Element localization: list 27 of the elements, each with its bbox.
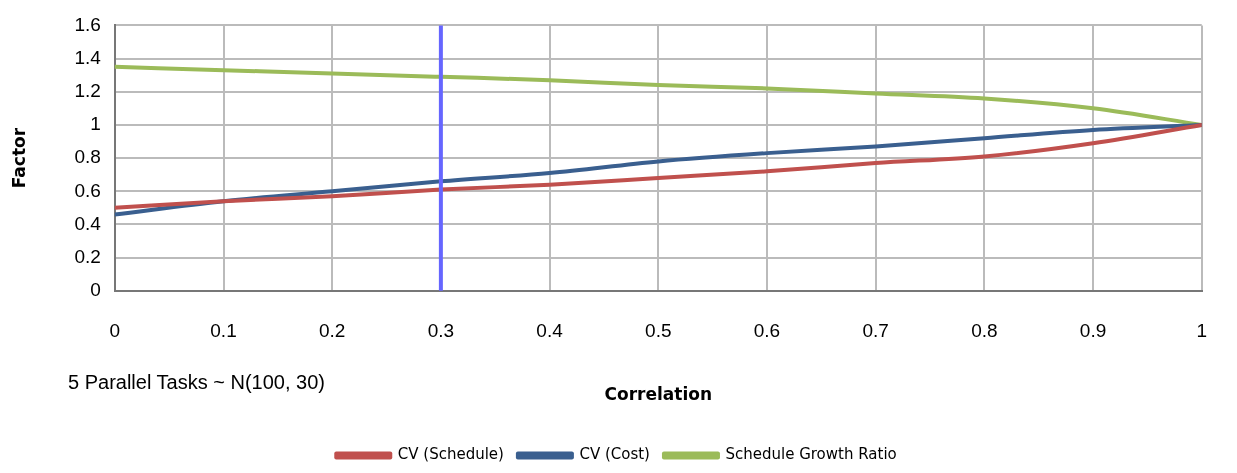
y-tick-label: 1 bbox=[90, 113, 101, 135]
legend-label: CV (Schedule) bbox=[397, 445, 504, 464]
y-axis-title: Factor bbox=[8, 127, 29, 189]
y-tick-label: 0.8 bbox=[74, 146, 101, 168]
x-tick-label: 0.1 bbox=[210, 320, 237, 342]
x-tick-label: 0.3 bbox=[427, 320, 455, 342]
x-tick-label: 0.8 bbox=[971, 320, 998, 342]
y-tick-label: 0.4 bbox=[74, 212, 102, 234]
y-tick-label: 1.2 bbox=[74, 79, 101, 101]
x-tick-label: 0.6 bbox=[753, 320, 781, 342]
x-tick-label: 0.5 bbox=[645, 320, 672, 342]
line-series bbox=[114, 64, 1202, 127]
legend-label: Schedule Growth Ratio bbox=[725, 445, 897, 464]
x-tick-label: 0.7 bbox=[862, 320, 889, 342]
x-tick-label: 0 bbox=[109, 320, 121, 342]
y-tick-label: 0.2 bbox=[74, 245, 101, 267]
y-tick-label: 0 bbox=[90, 279, 101, 301]
x-tick-label: 0.2 bbox=[318, 320, 346, 342]
y-tick-label: 1.6 bbox=[74, 13, 101, 35]
x-tick-label: 0.4 bbox=[536, 320, 564, 342]
x-tick-label: 0.9 bbox=[1079, 320, 1107, 342]
y-tick-label: 1.4 bbox=[74, 46, 102, 68]
x-tick-label: 1 bbox=[1196, 320, 1208, 342]
x-axis-title: Correlation bbox=[604, 384, 713, 405]
text: 5 Parallel Tasks ~ N(100, 30) bbox=[68, 370, 325, 393]
legend-label: CV (Cost) bbox=[579, 445, 650, 464]
y-tick-label: 0.6 bbox=[74, 179, 101, 201]
